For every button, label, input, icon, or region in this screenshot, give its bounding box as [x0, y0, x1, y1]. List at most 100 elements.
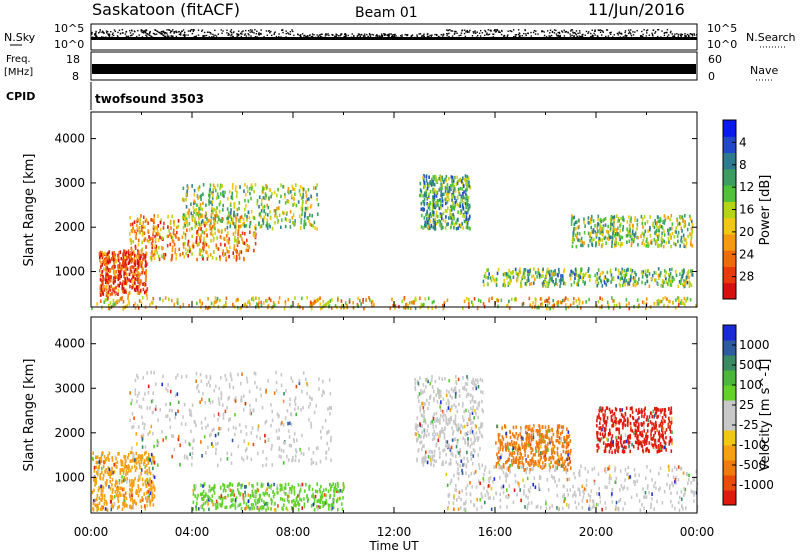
- data-cell: [466, 377, 469, 381]
- noise-point: [121, 29, 124, 31]
- data-cell: [429, 381, 432, 386]
- data-cell: [200, 227, 202, 231]
- noise-point: [545, 36, 548, 38]
- noise-point: [282, 31, 284, 34]
- data-cell: [141, 457, 143, 462]
- data-cell: [284, 193, 286, 197]
- data-cell: [571, 244, 574, 249]
- data-cell: [654, 221, 657, 226]
- data-cell: [433, 190, 435, 194]
- noise-point: [642, 33, 644, 36]
- data-cell: [228, 250, 230, 254]
- data-cell: [125, 290, 127, 294]
- colorbar-segment: [723, 152, 736, 170]
- data-cell: [253, 189, 255, 194]
- beam-label: Beam 01: [355, 5, 418, 21]
- noise-point: [587, 32, 589, 34]
- data-cell: [362, 298, 364, 302]
- data-cell: [615, 241, 617, 245]
- data-cell: [137, 270, 139, 275]
- noise-point: [463, 32, 466, 35]
- noise-point: [401, 35, 403, 38]
- noise-point: [197, 29, 200, 31]
- noise-point: [319, 35, 322, 38]
- data-cell: [176, 297, 179, 302]
- data-cell: [428, 175, 430, 179]
- data-cell: [322, 299, 325, 304]
- data-cell: [464, 201, 467, 206]
- data-cell: [182, 215, 184, 220]
- data-cell: [103, 288, 106, 292]
- data-cell: [182, 242, 185, 246]
- data-cell: [427, 296, 430, 301]
- data-cell: [467, 443, 469, 447]
- data-cell: [439, 220, 442, 224]
- data-cell: [243, 256, 245, 261]
- data-cell: [100, 265, 102, 269]
- data-cell: [120, 267, 123, 271]
- noise-point: [474, 31, 476, 33]
- data-cell: [215, 384, 217, 389]
- noise-point: [473, 32, 475, 34]
- data-cell: [481, 422, 484, 427]
- noise-point: [388, 34, 390, 37]
- data-cell: [215, 447, 217, 452]
- data-cell: [210, 239, 212, 243]
- data-cell: [117, 258, 120, 263]
- data-cell: [621, 270, 624, 274]
- data-cell: [215, 208, 217, 213]
- data-cell: [471, 395, 474, 399]
- data-cell: [590, 225, 593, 230]
- nave-tick-low: 0: [708, 70, 715, 83]
- data-cell: [599, 272, 602, 277]
- data-cell: [644, 269, 647, 273]
- data-cell: [129, 504, 131, 509]
- data-cell: [230, 377, 233, 382]
- noise-point: [110, 31, 112, 33]
- data-cell: [153, 371, 155, 375]
- data-cell: [100, 278, 103, 283]
- data-cell: [422, 405, 425, 410]
- data-cell: [135, 285, 138, 290]
- noise-point: [502, 35, 505, 37]
- data-cell: [432, 218, 435, 222]
- data-cell: [466, 421, 469, 426]
- noise-point: [693, 33, 695, 35]
- data-cell: [202, 246, 204, 250]
- data-cell: [218, 217, 220, 222]
- data-cell: [132, 265, 135, 270]
- data-cell: [583, 230, 586, 235]
- data-cell: [280, 448, 283, 453]
- data-cell: [230, 215, 232, 219]
- data-cell: [428, 192, 430, 196]
- y-tick-label: 2000: [54, 220, 85, 234]
- data-cell: [471, 398, 474, 402]
- data-cell: [451, 195, 453, 199]
- data-cell: [157, 224, 160, 228]
- data-cell: [453, 403, 456, 407]
- data-cell: [449, 216, 452, 220]
- data-cell: [457, 217, 459, 222]
- data-cell: [423, 216, 426, 220]
- data-cell: [118, 269, 120, 274]
- data-cell: [127, 252, 130, 256]
- data-cell: [117, 283, 119, 288]
- data-cell: [150, 452, 153, 457]
- noise-point: [579, 30, 581, 32]
- noise-point: [449, 29, 451, 31]
- data-cell: [589, 274, 591, 278]
- data-cell: [599, 227, 601, 232]
- data-cell: [261, 463, 264, 468]
- noise-point: [99, 31, 101, 33]
- noise-point: [325, 33, 327, 35]
- noise-point: [266, 34, 269, 36]
- noise-point: [610, 33, 612, 35]
- data-cell: [131, 496, 133, 501]
- data-cell: [103, 300, 106, 304]
- data-cell: [260, 303, 263, 307]
- data-cell: [220, 375, 222, 380]
- data-cell: [211, 224, 214, 229]
- noise-point: [135, 35, 138, 38]
- data-cell: [246, 189, 249, 194]
- noise-point: [525, 34, 527, 37]
